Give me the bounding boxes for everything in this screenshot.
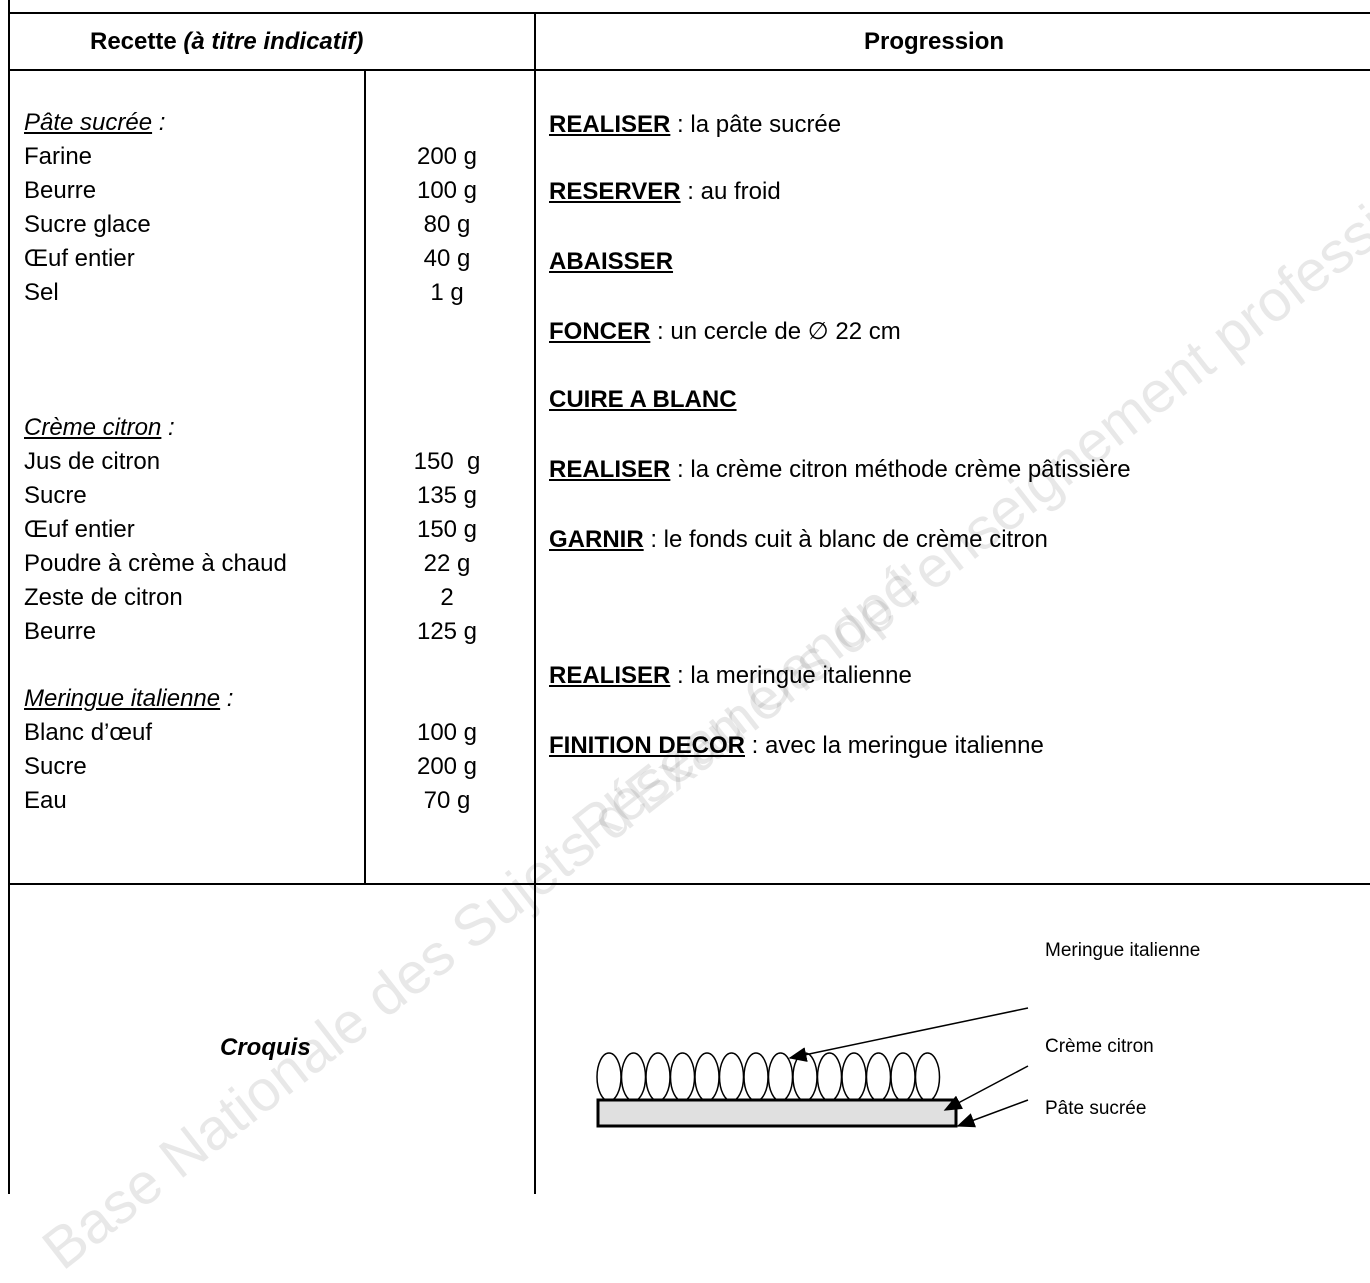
section-sep: :	[226, 685, 234, 712]
section-name: Meringue italienne	[24, 685, 221, 712]
ingredient-qty: 125 g	[416, 618, 478, 645]
ingredient-qty: 200 g	[416, 753, 478, 780]
header-recipe: Recette (à titre indicatif)	[90, 28, 364, 55]
section-sep: :	[158, 109, 166, 136]
step: GARNIR : le fonds cuit à blanc de crème …	[549, 528, 1048, 552]
rule	[8, 883, 1370, 885]
step: REALISER : la meringue italienne	[549, 664, 912, 688]
ingredient-qty: 100 g	[416, 177, 478, 204]
ingredient-qty: 100 g	[416, 719, 478, 746]
ingredient-qty: 22 g	[423, 550, 471, 577]
ingredient-qty: 80 g	[423, 211, 471, 238]
step-text: : au froid	[687, 178, 781, 205]
ingredient-qty: 200 g	[416, 143, 478, 170]
step: FONCER : un cercle de ∅ 22 cm	[549, 320, 901, 344]
step-verb: REALISER	[549, 456, 671, 483]
step-verb: REALISER	[549, 111, 671, 138]
ingredient-qty: 150 g	[413, 448, 481, 475]
ingredient-qty: 70 g	[423, 787, 471, 814]
step-verb: RESERVER	[549, 178, 681, 205]
step: CUIRE A BLANC	[549, 388, 737, 412]
ingredient-qty: 150 g	[416, 516, 478, 543]
step-verb: REALISER	[549, 662, 671, 689]
page: Recette (à titre indicatif) Progression …	[8, 0, 1370, 1283]
step-text: : la pâte sucrée	[677, 111, 842, 138]
section-title: Crème citron :	[24, 416, 175, 440]
section-name: Crème citron	[24, 414, 162, 441]
step-verb: ABAISSER	[549, 248, 674, 275]
ingredient-name: Farine	[24, 143, 93, 170]
ingredient-name: Œuf entier	[24, 516, 135, 543]
ingredient-name: Blanc d’œuf	[24, 719, 153, 746]
sketch-label: Crème citron	[1045, 1036, 1154, 1057]
step-verb: FONCER	[549, 318, 651, 345]
step-verb: CUIRE A BLANC	[549, 386, 737, 413]
watermark: Réseau Canopé	[560, 552, 931, 863]
ingredient-name: Jus de citron	[24, 448, 161, 475]
step: ABAISSER	[549, 250, 673, 274]
ingredient-name: Sucre	[24, 753, 87, 780]
ingredient-qty: 40 g	[423, 245, 471, 272]
step: FINITION DECOR : avec la meringue italie…	[549, 734, 1044, 758]
ingredient-qty: 135 g	[416, 482, 478, 509]
header-progression: Progression	[864, 28, 1005, 55]
rule	[534, 12, 536, 1194]
step-text: : avec la meringue italienne	[751, 732, 1044, 759]
ingredient-name: Sel	[24, 279, 59, 306]
step: REALISER : la crème citron méthode crème…	[549, 458, 1131, 482]
ingredient-qty: 2	[440, 584, 454, 611]
section-sep: :	[168, 414, 175, 441]
ingredient-name: Sucre glace	[24, 211, 151, 238]
step-text: : la meringue italienne	[677, 662, 912, 689]
ingredient-name: Zeste de citron	[24, 584, 183, 611]
step: REALISER : la pâte sucrée	[549, 113, 841, 137]
sketch-title: Croquis	[220, 1034, 311, 1061]
step-verb: FINITION DECOR	[549, 732, 745, 759]
ingredient-qty: 1 g	[430, 279, 464, 306]
ingredient-name: Beurre	[24, 177, 97, 204]
section-title: Meringue italienne :	[24, 687, 233, 711]
ingredient-name: Beurre	[24, 618, 97, 645]
section-name: Pâte sucrée	[24, 109, 153, 136]
step-text: : le fonds cuit à blanc de crème citron	[650, 526, 1048, 553]
ingredient-name: Poudre à crème à chaud	[24, 550, 287, 577]
rule	[8, 69, 1370, 71]
ingredient-name: Œuf entier	[24, 245, 135, 272]
ingredient-name: Sucre	[24, 482, 87, 509]
section-title: Pâte sucrée :	[24, 111, 165, 135]
rule	[364, 70, 366, 884]
step-text: : un cercle de ∅ 22 cm	[657, 318, 901, 345]
ingredient-name: Eau	[24, 787, 67, 814]
step: RESERVER : au froid	[549, 180, 781, 204]
sketch-label: Meringue italienne	[1045, 940, 1201, 961]
rule	[8, 0, 10, 1194]
step-verb: GARNIR	[549, 526, 644, 553]
sketch-label: Pâte sucrée	[1045, 1098, 1147, 1119]
step-text: : la crème citron méthode crème pâtissiè…	[677, 456, 1131, 483]
rule	[8, 12, 1370, 14]
